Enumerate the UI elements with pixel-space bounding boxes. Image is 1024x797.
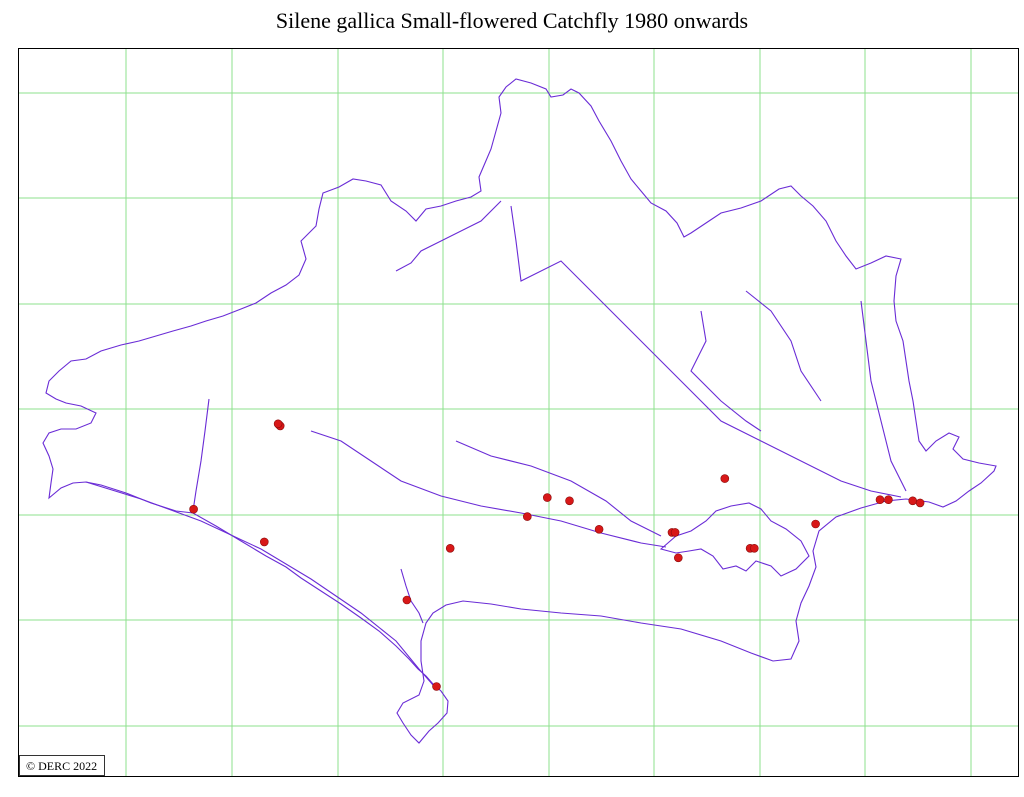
record-dot bbox=[402, 595, 412, 605]
county-boundary bbox=[42, 78, 997, 744]
record-dot bbox=[445, 543, 455, 553]
river-wey bbox=[400, 568, 424, 624]
record-dot bbox=[273, 419, 283, 429]
species-records bbox=[189, 419, 925, 691]
river-brit bbox=[192, 398, 210, 512]
harbour-outline bbox=[659, 502, 810, 577]
record-dot bbox=[875, 495, 885, 505]
record-dot bbox=[594, 524, 604, 534]
record-dot bbox=[542, 493, 552, 502]
record-dot bbox=[673, 553, 683, 563]
river-stour bbox=[510, 205, 902, 498]
record-dot bbox=[522, 512, 532, 521]
chesil-beach bbox=[85, 481, 434, 686]
axis-tick-labels: 4567890123210987 bbox=[19, 86, 975, 776]
copyright-notice: © DERC 2022 bbox=[19, 755, 105, 776]
record-dot bbox=[915, 498, 925, 508]
record-dot bbox=[565, 496, 574, 506]
river-piddle bbox=[455, 440, 662, 537]
record-dot bbox=[189, 504, 198, 514]
record-dot bbox=[884, 495, 893, 505]
river-frome bbox=[310, 430, 667, 548]
grid-lines bbox=[19, 49, 1018, 776]
record-dot bbox=[432, 682, 441, 691]
record-dot bbox=[749, 543, 759, 553]
map-frame: 4567890123210987 bbox=[18, 48, 1019, 777]
record-dot bbox=[720, 474, 730, 483]
distribution-map: 4567890123210987 bbox=[19, 49, 1018, 776]
map-title: Silene gallica Small-flowered Catchfly 1… bbox=[275, 8, 749, 33]
county-outline bbox=[42, 78, 997, 744]
record-dot bbox=[811, 519, 820, 529]
record-dot bbox=[259, 537, 269, 547]
river-avon bbox=[860, 300, 907, 492]
river-tributary-north bbox=[395, 200, 502, 272]
river-allen bbox=[690, 310, 762, 432]
record-dot bbox=[908, 496, 918, 506]
river-tarrant bbox=[745, 290, 822, 402]
record-dot bbox=[670, 528, 680, 537]
